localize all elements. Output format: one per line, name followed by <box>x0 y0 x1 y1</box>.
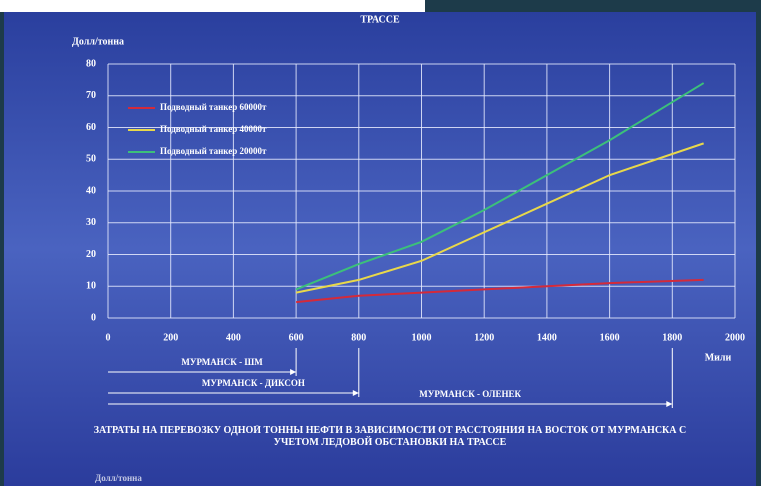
x-tick-label: 800 <box>351 332 366 343</box>
chart-title: ТРАССЕ <box>360 14 400 25</box>
y-axis-label: Долл/тонна <box>72 36 124 47</box>
range-label: МУРМАНСК - ОЛЕНЕК <box>419 389 521 399</box>
x-tick-label: 0 <box>106 332 111 343</box>
y-tick-label: 70 <box>86 90 96 101</box>
legend-label: Подводный танкер 40000т <box>160 124 267 134</box>
x-axis-label: Мили <box>705 352 732 363</box>
y-tick-label: 0 <box>91 312 96 323</box>
legend-label: Подводный танкер 20000т <box>160 146 267 156</box>
y-tick-label: 40 <box>86 185 96 196</box>
panel <box>4 12 756 486</box>
x-tick-label: 600 <box>289 332 304 343</box>
x-tick-label: 1600 <box>600 332 620 343</box>
y-tick-label: 80 <box>86 58 96 69</box>
chart: ТРАССЕ Долл/тонна Мили Долл/тонна ЗАТРАТ… <box>0 0 761 486</box>
page: {"chart_data": {"type": "line", "title":… <box>0 0 761 486</box>
y-tick-label: 60 <box>86 122 96 133</box>
x-tick-label: 1800 <box>662 332 682 343</box>
x-tick-label: 1200 <box>474 332 494 343</box>
x-tick-label: 1400 <box>537 332 557 343</box>
legend-label: Подводный танкер 60000т <box>160 102 267 112</box>
x-tick-label: 400 <box>226 332 241 343</box>
y-tick-label: 50 <box>86 154 96 165</box>
caption: ЗАТРАТЫ НА ПЕРЕВОЗКУ ОДНОЙ ТОННЫ НЕФТИ В… <box>90 425 690 449</box>
caption-box: ЗАТРАТЫ НА ПЕРЕВОЗКУ ОДНОЙ ТОННЫ НЕФТИ В… <box>90 425 690 469</box>
x-tick-label: 1000 <box>412 332 432 343</box>
y-tick-label: 30 <box>86 217 96 228</box>
range-label: МУРМАНСК - ШМ <box>181 357 263 367</box>
footer-label: Долл/тонна <box>95 473 142 483</box>
top-strip <box>0 0 425 12</box>
range-label: МУРМАНСК - ДИКСОН <box>202 378 305 388</box>
x-tick-label: 2000 <box>725 332 745 343</box>
y-tick-label: 20 <box>86 249 96 260</box>
x-tick-label: 200 <box>163 332 178 343</box>
y-tick-label: 10 <box>86 281 96 292</box>
